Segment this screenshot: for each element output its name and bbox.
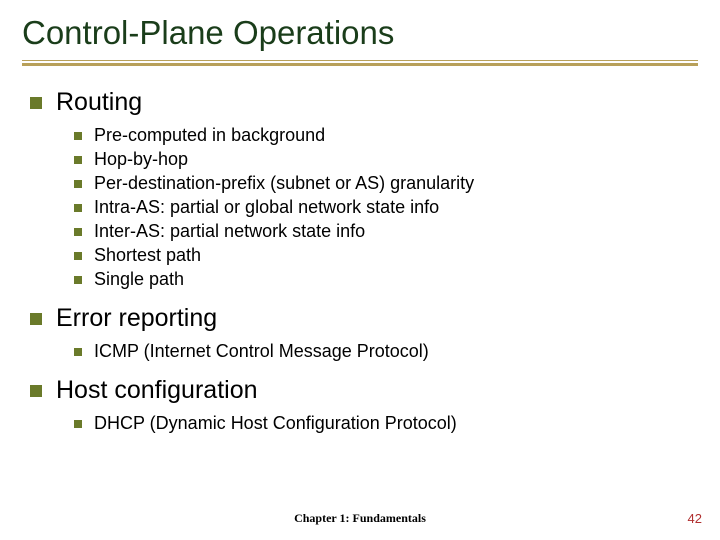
slide-content: Routing Pre-computed in background Hop-b… xyxy=(22,66,698,434)
bullet-icon xyxy=(74,420,82,428)
bullet-icon xyxy=(74,228,82,236)
section-heading-text: Routing xyxy=(56,88,142,117)
bullet-icon xyxy=(30,385,42,397)
section-heading: Routing xyxy=(30,88,698,117)
list-item-text: Pre-computed in background xyxy=(94,125,325,146)
bullet-icon xyxy=(74,348,82,356)
list-item: Shortest path xyxy=(74,245,698,266)
list-item-text: Intra-AS: partial or global network stat… xyxy=(94,197,439,218)
list-item: Single path xyxy=(74,269,698,290)
list-item-text: Inter-AS: partial network state info xyxy=(94,221,365,242)
list-item-text: Hop-by-hop xyxy=(94,149,188,170)
section-items: DHCP (Dynamic Host Configuration Protoco… xyxy=(30,413,698,434)
footer-chapter: Chapter 1: Fundamentals xyxy=(0,511,720,526)
list-item: Pre-computed in background xyxy=(74,125,698,146)
section-items: Pre-computed in background Hop-by-hop Pe… xyxy=(30,125,698,290)
list-item-text: Per-destination-prefix (subnet or AS) gr… xyxy=(94,173,474,194)
list-item-text: ICMP (Internet Control Message Protocol) xyxy=(94,341,429,362)
list-item-text: Shortest path xyxy=(94,245,201,266)
list-item: DHCP (Dynamic Host Configuration Protoco… xyxy=(74,413,698,434)
section-heading-text: Host configuration xyxy=(56,376,258,405)
section-heading: Host configuration xyxy=(30,376,698,405)
list-item: Intra-AS: partial or global network stat… xyxy=(74,197,698,218)
bullet-icon xyxy=(74,132,82,140)
bullet-icon xyxy=(74,156,82,164)
bullet-icon xyxy=(74,204,82,212)
list-item: Inter-AS: partial network state info xyxy=(74,221,698,242)
section-heading: Error reporting xyxy=(30,304,698,333)
list-item-text: DHCP (Dynamic Host Configuration Protoco… xyxy=(94,413,457,434)
bullet-icon xyxy=(30,313,42,325)
section-heading-text: Error reporting xyxy=(56,304,217,333)
slide-title: Control-Plane Operations xyxy=(22,14,698,58)
section-items: ICMP (Internet Control Message Protocol) xyxy=(30,341,698,362)
list-item: Per-destination-prefix (subnet or AS) gr… xyxy=(74,173,698,194)
slide: Control-Plane Operations Routing Pre-com… xyxy=(0,0,720,540)
bullet-icon xyxy=(30,97,42,109)
bullet-icon xyxy=(74,252,82,260)
page-number: 42 xyxy=(688,511,702,526)
bullet-icon xyxy=(74,276,82,284)
list-item: Hop-by-hop xyxy=(74,149,698,170)
bullet-icon xyxy=(74,180,82,188)
list-item-text: Single path xyxy=(94,269,184,290)
list-item: ICMP (Internet Control Message Protocol) xyxy=(74,341,698,362)
